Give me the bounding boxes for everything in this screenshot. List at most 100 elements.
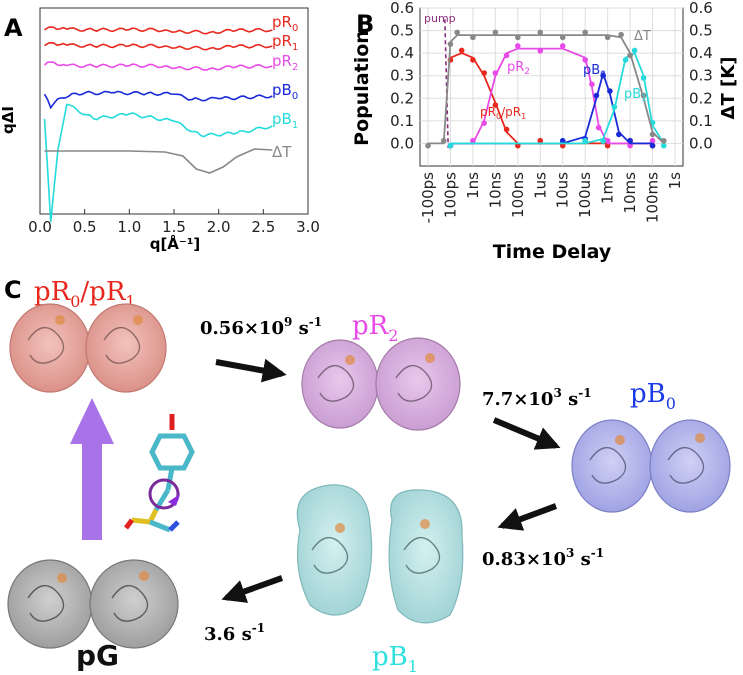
data-point [559, 43, 566, 49]
panel-b-xlabel: Time Delay [493, 241, 612, 263]
x-tick-label: 10us [554, 172, 572, 209]
data-point [481, 70, 487, 76]
curve-pR0 [44, 26, 273, 35]
data-point [600, 72, 606, 79]
panel-c-label: C [4, 276, 22, 304]
y2-tick-label: 0.5 [689, 22, 713, 40]
label-dt: ΔT [272, 143, 292, 161]
label-pr1: pR1 [272, 32, 298, 53]
x-tick-label: -100ps [419, 172, 437, 224]
data-point [440, 137, 447, 144]
y-tick-label: 0.3 [390, 67, 414, 85]
data-point [600, 138, 606, 144]
rate-1: 0.56×109 s-1 [200, 315, 322, 339]
data-point [627, 137, 633, 144]
data-point [492, 70, 499, 76]
data-point [503, 52, 510, 59]
rate-2: 7.7×103 s-1 [482, 386, 592, 410]
state-pb1-label: pB1 [372, 642, 418, 675]
panel-b-y2-ticks: 0.0 0.1 0.2 0.3 0.4 0.5 0.6 [689, 0, 713, 152]
x-tick-label: 1us [531, 172, 549, 199]
data-point [582, 57, 588, 63]
protein-pb1 [296, 484, 464, 624]
label-pr2: pR2 [272, 52, 298, 73]
protein-pg [7, 559, 179, 649]
data-point [660, 137, 667, 144]
data-point [618, 31, 624, 38]
x-tick-label: 10ns [486, 172, 504, 209]
data-point [492, 29, 499, 36]
protein-pr2 [301, 337, 461, 431]
data-point [470, 34, 476, 41]
data-point [470, 57, 476, 63]
curve-ΔT [44, 148, 273, 174]
state-pr01-label: pR0/pR1 [34, 277, 136, 311]
curve-pB1 [43, 103, 273, 223]
label-pr0: pR0 [272, 13, 298, 34]
panel-b: B 0.00.10.20.30.40.50.6 0.00.10.20.30.40… [351, 0, 739, 263]
b-label-dt: ΔT [634, 29, 651, 44]
data-point [537, 29, 544, 36]
state-pb0-label: pB0 [630, 379, 676, 413]
b-label-pr01: pR0/pR1 [480, 105, 526, 121]
data-point [593, 92, 600, 99]
data-point [640, 75, 647, 81]
b-label-pb1: pB1 [624, 87, 647, 104]
data-point [537, 137, 544, 144]
x-tick-label: 0.0 [28, 218, 52, 236]
data-point [649, 137, 656, 144]
data-point [503, 126, 510, 133]
x-tick-label: 100us [576, 172, 594, 218]
panel-a-frame [39, 7, 309, 215]
panel-a-ylabel: qΔI [0, 106, 17, 134]
return-arrow-icon [70, 398, 114, 540]
data-point [589, 81, 595, 88]
y2-tick-label: 0.3 [689, 67, 713, 85]
y2-tick-label: 0.0 [689, 134, 713, 152]
protein-pr01 [9, 303, 167, 393]
b-label-pb0: pB0 [583, 63, 606, 80]
x-tick-label: 100ps [441, 172, 459, 218]
x-tick-label: 1.5 [162, 218, 186, 236]
arrow-pr01-to-pr2 [215, 358, 287, 383]
y2-tick-label: 0.1 [689, 112, 713, 130]
data-point [611, 104, 618, 110]
data-point [622, 57, 629, 63]
data-point [481, 120, 487, 126]
curve-pR1 [44, 41, 273, 51]
data-point [515, 34, 521, 41]
chromophore-icon [124, 414, 195, 533]
curve-pB0 [43, 90, 273, 110]
data-point [595, 124, 602, 131]
data-point [582, 29, 588, 36]
pump-label: pump [424, 12, 456, 25]
data-point [559, 34, 566, 41]
x-tick-label: 2.5 [251, 218, 275, 236]
state-pg-label: pG [76, 639, 119, 672]
data-point [425, 142, 431, 149]
arrow-pr2-to-pb0 [492, 417, 561, 450]
x-tick-label: 1ns [464, 172, 482, 199]
data-point [470, 137, 476, 144]
panel-b-y-ticks: 0.0 0.1 0.2 0.3 0.4 0.5 0.6 [390, 0, 414, 152]
rate-4: 3.6 s-1 [204, 621, 265, 645]
x-tick-label: 2.0 [207, 218, 231, 236]
panel-b-y2label: ΔT [K] [718, 57, 739, 120]
curve-pR2 [43, 61, 273, 71]
y2-tick-label: 0.2 [689, 89, 713, 107]
data-point [454, 29, 460, 36]
protein-pb0 [571, 419, 731, 513]
x-tick-label: 1.0 [117, 218, 141, 236]
y-tick-label: 0.2 [390, 89, 414, 107]
y-tick-label: 0.1 [390, 112, 414, 130]
y-tick-label: 0.5 [390, 22, 414, 40]
data-point [604, 34, 611, 41]
y2-tick-label: 0.6 [689, 0, 713, 17]
arrow-pb1-to-pg [221, 575, 284, 603]
panel-b-x-ticks: -100ps 100ps 1ns 10ns 100ns 1us 10us 100us 1ms 10… [419, 172, 684, 224]
panel-b-ylabel: Population [351, 30, 373, 146]
panel-a-xlabel: q[Å⁻¹] [150, 234, 201, 253]
data-point [492, 102, 499, 108]
data-point [604, 137, 611, 144]
